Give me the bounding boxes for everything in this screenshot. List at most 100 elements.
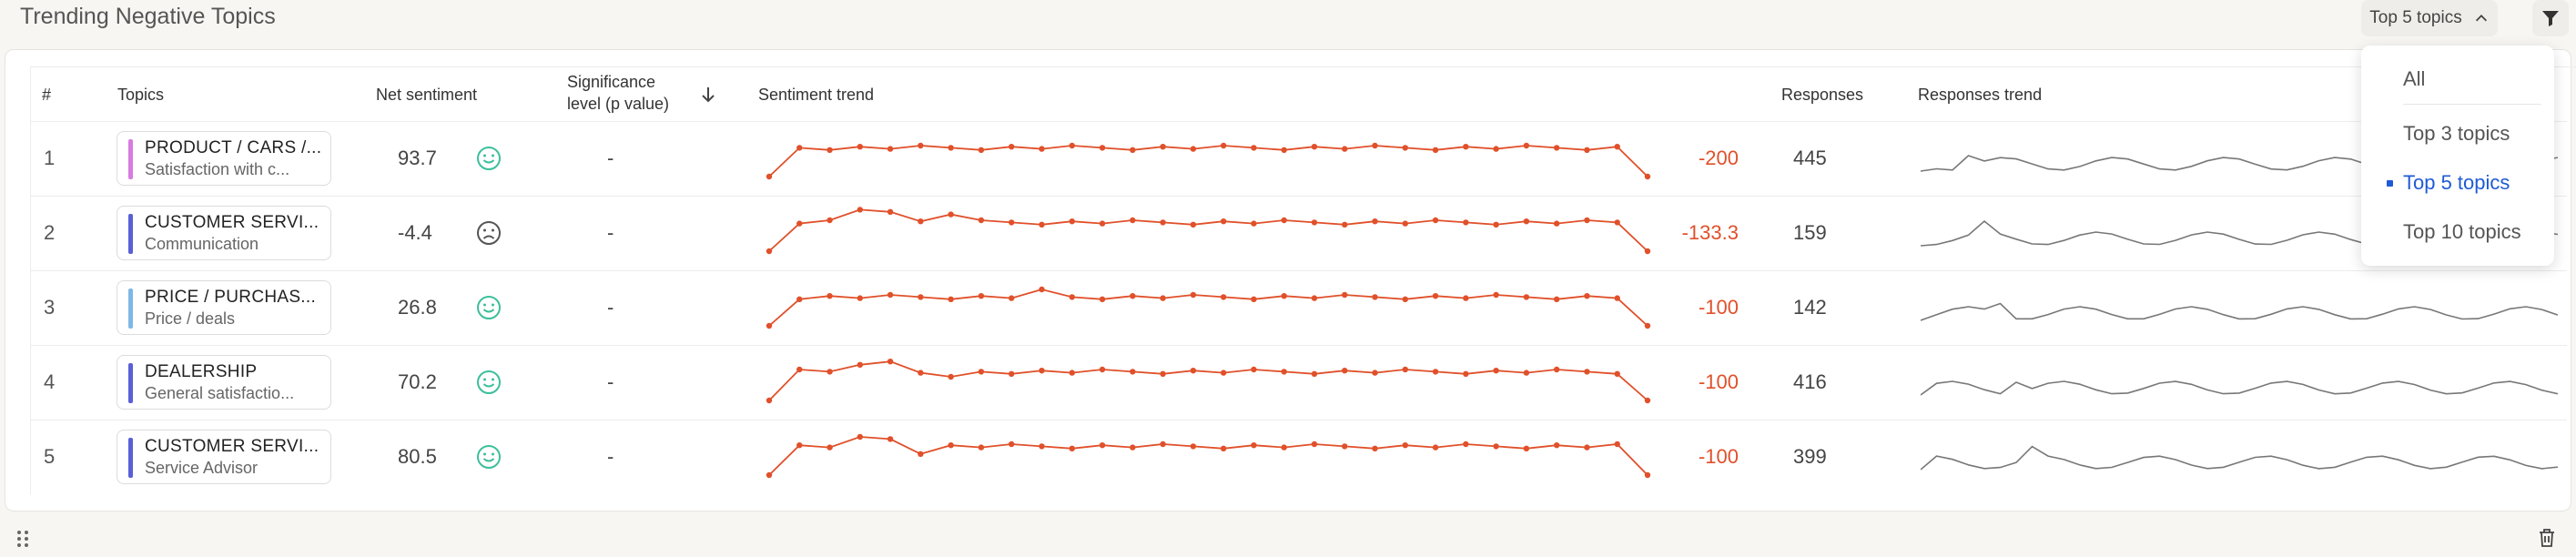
- sentiment-trend-point: [978, 293, 985, 299]
- dropdown-option-top10[interactable]: Top 10 topics: [2403, 220, 2521, 243]
- responses-trend-chart: [1920, 280, 2559, 335]
- trash-icon[interactable]: [2538, 528, 2556, 548]
- sentiment-trend-point: [1614, 441, 1620, 448]
- topic-subcategory: Service Advisor: [145, 459, 259, 477]
- sentiment-trend-point: [1311, 370, 1318, 377]
- sentiment-delta: -100: [1698, 445, 1739, 468]
- sentiment-trend-point: [1553, 366, 1560, 373]
- responses-trend-chart: [1920, 355, 2559, 410]
- sentiment-trend-point: [1432, 369, 1439, 375]
- sentiment-trend-point: [1099, 220, 1106, 227]
- significance-label-1: Significance: [567, 73, 656, 91]
- topic-chip[interactable]: PRICE / PURCHAS... Price / deals: [117, 280, 331, 335]
- sentiment-trend-point: [1523, 218, 1530, 225]
- sentiment-trend-point: [857, 361, 864, 368]
- responses-count: 445: [1793, 147, 1827, 169]
- sentiment-trend-point: [1402, 296, 1408, 302]
- sentiment-trend-chart: [760, 206, 1666, 260]
- sentiment-trend-point: [1281, 369, 1287, 375]
- sentiment-trend-point: [1644, 471, 1651, 479]
- sentiment-trend-point: [1493, 221, 1499, 228]
- topic-chip[interactable]: CUSTOMER SERVI... Service Advisor: [117, 430, 331, 484]
- dropdown-option-all[interactable]: All: [2403, 67, 2426, 90]
- sentiment-trend-point: [1039, 368, 1045, 374]
- sentiment-trend-point: [1311, 441, 1318, 448]
- sentiment-trend-point: [1523, 294, 1530, 300]
- sentiment-trend-point: [857, 207, 864, 213]
- filter-button[interactable]: [2532, 0, 2569, 36]
- sentiment-trend-point: [1553, 220, 1560, 227]
- topics-table-card: [5, 49, 2576, 511]
- sentiment-trend-point: [1432, 217, 1439, 224]
- topic-subcategory: Communication: [145, 235, 259, 253]
- sentiment-trend-point: [1281, 444, 1287, 451]
- sentiment-trend-point: [766, 471, 773, 479]
- col-header-significance[interactable]: Significance level (p value): [567, 73, 669, 114]
- sentiment-trend-point: [887, 291, 894, 299]
- topic-chip[interactable]: PRODUCT / CARS /... Satisfaction with c..…: [117, 131, 331, 186]
- sentiment-trend-point: [1493, 146, 1499, 152]
- sentiment-trend-chart: [760, 280, 1666, 335]
- dropdown-option-top5[interactable]: Top 5 topics: [2403, 171, 2510, 194]
- sentiment-trend-point: [766, 322, 773, 329]
- topic-color-bar: [128, 214, 133, 254]
- sentiment-trend-point: [948, 296, 954, 302]
- sentiment-trend-point: [1220, 142, 1227, 149]
- sentiment-trend-point: [796, 220, 803, 227]
- happy-face-icon: [475, 294, 502, 321]
- sentiment-trend-point: [1311, 144, 1318, 150]
- sentiment-trend-point: [918, 294, 924, 300]
- topic-category: DEALERSHIP: [145, 362, 258, 381]
- topic-subcategory: Price / deals: [145, 309, 236, 328]
- sentiment-trend-point: [1130, 147, 1136, 153]
- sentiment-trend-point: [887, 359, 894, 365]
- responses-count: 142: [1793, 296, 1827, 319]
- sentiment-trend-point: [1099, 296, 1106, 302]
- sentiment-trend-point: [827, 293, 833, 299]
- sentiment-trend-point: [1372, 370, 1378, 376]
- sentiment-trend-point: [1584, 293, 1590, 299]
- topics-dropdown-menu: All Top 3 topics Top 5 topics Top 10 top…: [2361, 46, 2554, 266]
- row-number: 1: [44, 147, 56, 169]
- sentiment-trend-point: [1342, 368, 1348, 374]
- sentiment-trend-point: [1009, 144, 1015, 150]
- sentiment-trend-point: [978, 147, 985, 153]
- dropdown-option-top3[interactable]: Top 3 topics: [2403, 122, 2510, 145]
- happy-face-icon: [475, 145, 502, 172]
- sentiment-trend-point: [1160, 144, 1166, 150]
- sentiment-trend-point: [1069, 218, 1075, 225]
- sentiment-trend-line: [768, 436, 1648, 476]
- sort-down-arrow-icon[interactable]: [700, 86, 716, 104]
- sentiment-trend-point: [978, 369, 985, 375]
- net-sentiment-value: 70.2: [398, 370, 437, 393]
- drag-handle-icon[interactable]: [16, 530, 29, 548]
- sentiment-trend-point: [1160, 370, 1166, 377]
- sentiment-trend-point: [1220, 294, 1227, 300]
- sentiment-trend-point: [1463, 144, 1469, 150]
- sentiment-trend-point: [1342, 221, 1348, 228]
- sentiment-trend-point: [1432, 147, 1439, 153]
- row-number: 4: [44, 370, 56, 393]
- sentiment-trend-point: [1039, 221, 1045, 228]
- sentiment-trend-point: [1553, 145, 1560, 151]
- sentiment-trend-line: [768, 289, 1648, 327]
- sentiment-trend-point: [1311, 295, 1318, 301]
- sentiment-trend-point: [1584, 217, 1590, 224]
- sentiment-trend-point: [766, 248, 773, 255]
- sentiment-trend-point: [1190, 368, 1197, 374]
- topic-chip[interactable]: CUSTOMER SERVI... Communication: [117, 206, 331, 260]
- sentiment-delta: -100: [1698, 370, 1739, 393]
- sentiment-trend-point: [1644, 248, 1651, 255]
- sentiment-trend-point: [887, 146, 894, 152]
- col-header-net-sentiment: Net sentiment: [376, 86, 478, 104]
- significance-value: -: [607, 221, 614, 244]
- topic-color-bar: [128, 139, 133, 179]
- sentiment-trend-point: [1281, 217, 1287, 224]
- sentiment-trend-point: [948, 211, 954, 218]
- happy-face-icon: [475, 369, 502, 396]
- sentiment-trend-point: [857, 433, 864, 441]
- topics-dropdown-button[interactable]: Top 5 topics: [2361, 0, 2498, 36]
- sentiment-trend-point: [1463, 295, 1469, 301]
- topics-dropdown-label: Top 5 topics: [2369, 8, 2462, 27]
- topic-chip[interactable]: DEALERSHIP General satisfactio...: [117, 355, 331, 410]
